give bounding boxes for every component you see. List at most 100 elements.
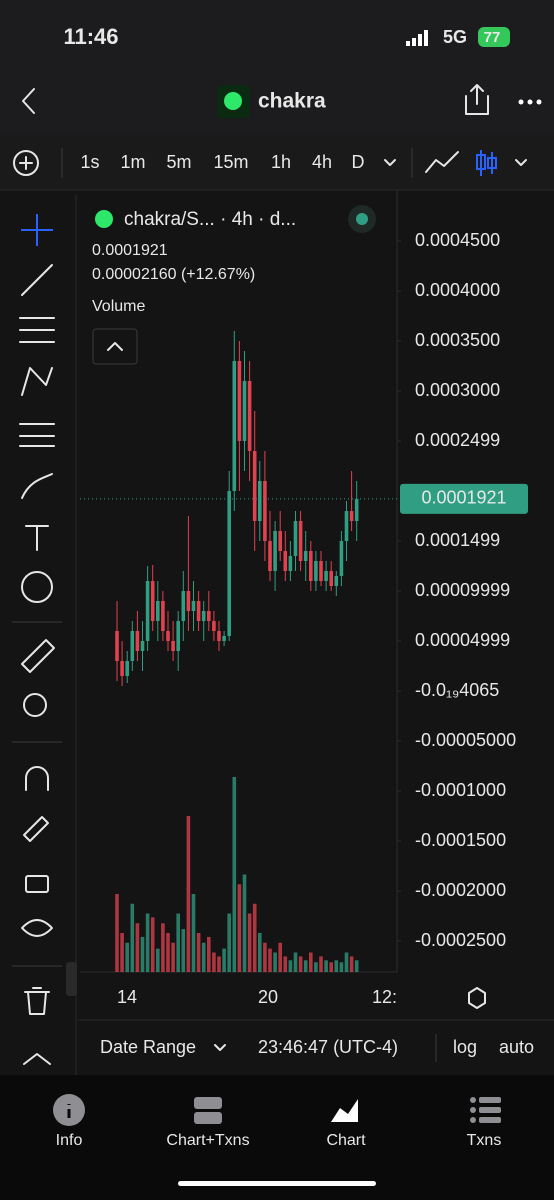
visibility-tool[interactable] bbox=[21, 919, 53, 937]
volume-bar bbox=[273, 952, 277, 972]
chart-area bbox=[0, 190, 554, 1075]
candle-body bbox=[161, 601, 165, 631]
txns-icon[interactable] bbox=[470, 1097, 501, 1123]
tab-label[interactable]: Chart+Txns bbox=[166, 1132, 249, 1149]
y-tick-label: -0.0002500 bbox=[415, 930, 506, 950]
interval-button[interactable]: 1h bbox=[271, 152, 291, 172]
candle-body bbox=[309, 551, 313, 581]
settings-button[interactable] bbox=[468, 987, 486, 1009]
line-chart-button[interactable] bbox=[425, 151, 459, 173]
volume-bar bbox=[145, 913, 150, 972]
candle-body bbox=[130, 631, 135, 661]
legend-change: 0.00002160 (+12.67%) bbox=[92, 266, 255, 283]
volume-bar bbox=[161, 923, 165, 972]
volume-bar bbox=[329, 962, 333, 972]
delete-tool[interactable] bbox=[24, 987, 50, 1015]
candle-body bbox=[227, 491, 231, 636]
trend-line-tool[interactable] bbox=[21, 264, 53, 296]
y-tick-label: -0.0001500 bbox=[415, 830, 506, 850]
ruler-tool[interactable] bbox=[21, 639, 55, 673]
add-indicator[interactable] bbox=[19, 156, 33, 170]
candle-body bbox=[186, 591, 191, 611]
volume-bar bbox=[227, 913, 231, 972]
y-tick-label: -0.0₁₉4065 bbox=[415, 680, 499, 700]
add-indicator[interactable] bbox=[13, 150, 39, 176]
auto-toggle[interactable]: auto bbox=[499, 1037, 534, 1057]
token-title: chakra bbox=[258, 90, 326, 113]
candle-body bbox=[288, 556, 293, 571]
candle-body bbox=[237, 361, 242, 441]
volume-bar bbox=[258, 933, 262, 972]
date-range[interactable]: Date Range bbox=[100, 1037, 196, 1057]
text-tool[interactable] bbox=[25, 525, 49, 551]
candle-chart-button[interactable] bbox=[476, 150, 497, 176]
chart-icon[interactable] bbox=[331, 1099, 358, 1122]
layers-tool[interactable] bbox=[23, 1053, 51, 1065]
date-range-menu[interactable] bbox=[214, 1044, 226, 1051]
collapse-legend[interactable] bbox=[107, 342, 123, 351]
brush-tool[interactable] bbox=[21, 473, 53, 499]
token-logo bbox=[224, 92, 242, 110]
volume-bar bbox=[191, 894, 196, 972]
top-bar bbox=[0, 0, 554, 135]
volume-bar bbox=[120, 933, 124, 972]
magnet-tool[interactable] bbox=[25, 766, 49, 791]
legend-price: 0.0001921 bbox=[92, 242, 168, 259]
log-toggle[interactable]: log bbox=[453, 1037, 477, 1057]
interval-menu[interactable] bbox=[384, 159, 396, 166]
projection-tool[interactable] bbox=[19, 423, 55, 447]
status-dot bbox=[356, 213, 368, 225]
interval-button[interactable]: D bbox=[352, 152, 365, 172]
volume-bar bbox=[140, 936, 145, 972]
share-button[interactable] bbox=[465, 84, 489, 115]
battery-icon bbox=[478, 27, 510, 47]
collapse-legend[interactable] bbox=[92, 328, 138, 365]
status-time: 11:46 bbox=[63, 24, 118, 49]
collapse-tools[interactable] bbox=[66, 962, 77, 996]
candle-body bbox=[125, 661, 129, 676]
interval-button[interactable]: 5m bbox=[166, 152, 191, 172]
tab-label[interactable]: Info bbox=[56, 1132, 83, 1149]
candle-body bbox=[258, 481, 262, 521]
volume-bar bbox=[354, 960, 359, 972]
tab-bar bbox=[0, 1075, 554, 1200]
unlock-tool[interactable] bbox=[25, 875, 49, 893]
fib-tool[interactable] bbox=[19, 317, 55, 343]
interval-button[interactable]: 1m bbox=[120, 152, 145, 172]
candle-body bbox=[314, 561, 318, 581]
y-tick-label: 0.0003500 bbox=[415, 330, 500, 350]
lock-drawing-tool[interactable] bbox=[23, 816, 49, 842]
candle-body bbox=[349, 511, 354, 521]
volume-bar bbox=[186, 816, 191, 972]
candle-body bbox=[344, 511, 349, 541]
candle-body bbox=[222, 636, 226, 641]
y-tick-label: 0.0001499 bbox=[415, 530, 500, 550]
candle-body bbox=[247, 381, 252, 451]
legend-logo bbox=[95, 210, 113, 228]
tab-label[interactable]: Txns bbox=[467, 1132, 502, 1149]
volume-bar bbox=[201, 942, 206, 972]
crosshair-tool[interactable] bbox=[21, 214, 53, 246]
chart-type-menu[interactable] bbox=[515, 159, 527, 166]
interval-button[interactable]: 1s bbox=[80, 152, 99, 172]
back-button[interactable] bbox=[22, 88, 35, 114]
more-button[interactable] bbox=[518, 99, 542, 105]
volume-bar bbox=[298, 956, 303, 972]
candle-body bbox=[212, 621, 216, 631]
y-tick-label: -0.0002000 bbox=[415, 880, 506, 900]
emoji-tool[interactable] bbox=[21, 571, 53, 603]
candle-body bbox=[339, 541, 344, 576]
volume-bar bbox=[283, 956, 288, 972]
y-tick-label: 0.0003000 bbox=[415, 380, 500, 400]
candle-body bbox=[217, 631, 221, 641]
interval-button[interactable]: 15m bbox=[213, 152, 248, 172]
pattern-tool[interactable] bbox=[21, 367, 53, 396]
candle-body bbox=[207, 611, 211, 621]
volume-bar bbox=[324, 960, 328, 972]
y-tick-label: -0.0001000 bbox=[415, 780, 506, 800]
volume-bar bbox=[268, 948, 272, 972]
chart-txns-icon[interactable] bbox=[194, 1097, 222, 1124]
interval-button[interactable]: 4h bbox=[312, 152, 332, 172]
tab-label[interactable]: Chart bbox=[326, 1132, 366, 1149]
zoom-tool[interactable] bbox=[23, 693, 47, 717]
